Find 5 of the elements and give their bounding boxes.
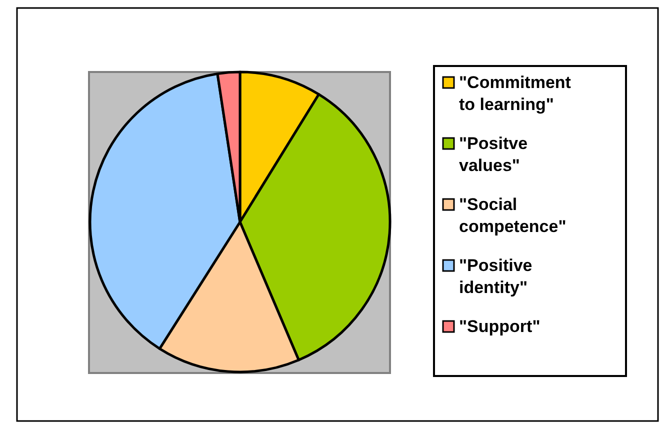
legend-label: "Commitment to learning": [459, 73, 572, 114]
legend-label: "Social competence": [459, 195, 566, 236]
legend-label: "Support": [459, 317, 540, 336]
legend-label: "Positive identity": [459, 256, 532, 297]
legend-label: "Positve values": [459, 134, 528, 175]
